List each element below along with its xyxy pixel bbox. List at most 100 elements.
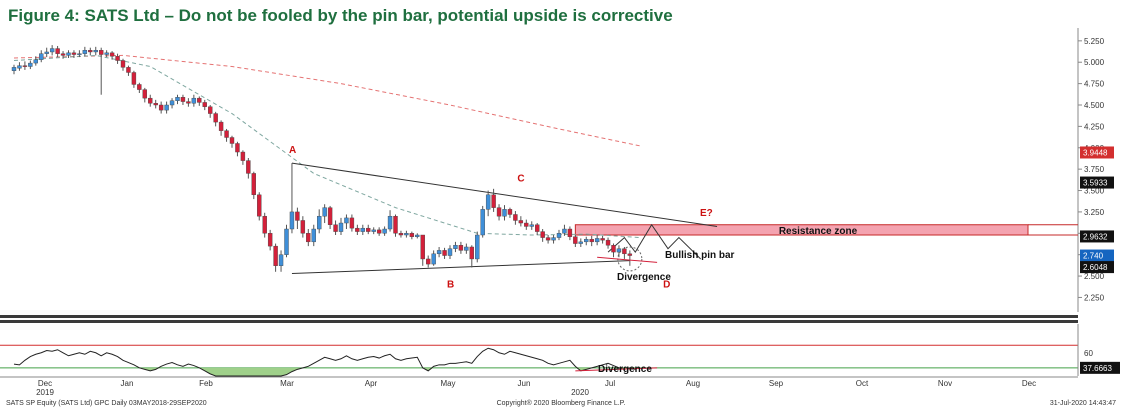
label-D: D bbox=[663, 280, 670, 291]
candle-body bbox=[627, 253, 633, 256]
candle-body bbox=[584, 239, 589, 243]
candle-body bbox=[153, 103, 158, 106]
candle-body bbox=[60, 53, 66, 56]
candle-body bbox=[442, 250, 447, 256]
price-tag bbox=[1080, 249, 1114, 262]
candle-body bbox=[545, 237, 551, 241]
candle-body bbox=[458, 245, 464, 251]
candle-body bbox=[507, 209, 513, 215]
candle-body bbox=[17, 65, 22, 69]
candle-body bbox=[289, 211, 295, 230]
candle-body bbox=[469, 246, 474, 260]
candle-body bbox=[485, 194, 491, 210]
candle-body bbox=[207, 106, 213, 114]
month-tick-label: Jun bbox=[518, 379, 531, 388]
footer-left: SATS SP Equity (SATS Ltd) GPC Daily 03MA… bbox=[6, 400, 207, 407]
moving-average-fast bbox=[13, 54, 641, 239]
candle-body bbox=[393, 215, 398, 234]
candle-body bbox=[562, 228, 567, 234]
candle-body bbox=[491, 194, 496, 208]
month-tick-label: Mar bbox=[280, 379, 294, 388]
label-C: C bbox=[517, 174, 524, 185]
label-E: E? bbox=[700, 208, 713, 219]
candle-body bbox=[11, 67, 17, 71]
month-tick-label: May bbox=[440, 379, 455, 388]
price-tick-label: 4.750 bbox=[1084, 80, 1105, 89]
candle-body bbox=[267, 233, 273, 247]
time-axis: Dec Jan Feb Mar Apr May Jun Jul Aug Sep Oct Nov Dec2… bbox=[0, 376, 1078, 397]
candle-body bbox=[355, 227, 360, 232]
candle-body bbox=[126, 67, 131, 73]
month-tick-label: Feb bbox=[199, 379, 213, 388]
candle-body bbox=[22, 65, 28, 67]
price-tag bbox=[1080, 176, 1114, 189]
candle-body bbox=[349, 217, 355, 229]
candle-body bbox=[622, 248, 627, 255]
price-tag-label: 2.740 bbox=[1083, 252, 1104, 261]
candle-body bbox=[360, 227, 365, 232]
candle-body bbox=[415, 234, 420, 237]
month-tick-label: Sep bbox=[769, 379, 784, 388]
candle-body bbox=[44, 51, 49, 54]
candle-body bbox=[371, 229, 376, 232]
price-tick-label: 4.250 bbox=[1084, 122, 1105, 131]
price-tag-label: 3.9448 bbox=[1083, 148, 1108, 157]
candle-body bbox=[616, 248, 622, 253]
candle-body bbox=[382, 228, 387, 234]
candle-body bbox=[77, 53, 82, 55]
candle-body bbox=[39, 53, 44, 60]
candle-body bbox=[109, 52, 115, 57]
candle-body bbox=[518, 220, 524, 224]
month-tick-label: Jul bbox=[605, 379, 615, 388]
candle-body bbox=[224, 130, 229, 138]
rsi-divergence-label: Divergence bbox=[598, 364, 652, 375]
price-tag bbox=[1080, 230, 1114, 243]
candle-body bbox=[426, 258, 431, 265]
rsi-oversold-fill bbox=[14, 367, 636, 376]
candle-body bbox=[175, 97, 180, 101]
candle-body bbox=[317, 215, 322, 230]
bullish-pin-bar-label: Bullish pin bar bbox=[665, 250, 735, 261]
candle-body bbox=[540, 231, 545, 238]
rsi-level-lines bbox=[0, 344, 1078, 369]
rsi-axis: 60 37.6663 bbox=[1077, 324, 1120, 376]
candle-body bbox=[262, 215, 267, 234]
price-tag-label: 2.9632 bbox=[1083, 232, 1108, 241]
candle-body bbox=[556, 233, 562, 238]
candle-body bbox=[202, 102, 207, 107]
candle-body bbox=[246, 160, 251, 174]
candle-body bbox=[115, 56, 120, 61]
candle-body bbox=[496, 207, 502, 217]
candle-body bbox=[98, 50, 104, 55]
candle-body bbox=[148, 97, 153, 104]
candle-body bbox=[524, 222, 529, 227]
candle-body bbox=[436, 250, 442, 255]
candle-body bbox=[137, 84, 142, 90]
price-tick-label: 3.500 bbox=[1084, 187, 1105, 196]
candle-body bbox=[551, 237, 556, 241]
candle-body bbox=[197, 97, 202, 103]
trendline bbox=[291, 162, 718, 227]
rsi-value-label: 37.6663 bbox=[1083, 364, 1112, 373]
price-tag-label: 3.5933 bbox=[1083, 179, 1108, 188]
rsi-value-tag bbox=[1080, 361, 1120, 374]
price-tick-label: 2.250 bbox=[1084, 293, 1105, 302]
price-tick-label: 3.750 bbox=[1084, 165, 1105, 174]
projected-path bbox=[607, 223, 702, 260]
candle-body bbox=[344, 217, 349, 224]
price-tick-label: 3.250 bbox=[1084, 208, 1105, 217]
resistance-zone-label: Resistance zone bbox=[779, 226, 858, 237]
price-divergence-label: Divergence bbox=[617, 272, 671, 283]
candle-body bbox=[338, 222, 344, 232]
candle-body bbox=[235, 143, 240, 153]
candle-body bbox=[535, 224, 540, 232]
label-A: A bbox=[289, 145, 296, 156]
price-tag-label: 2.6048 bbox=[1083, 263, 1108, 272]
candle-body bbox=[573, 236, 578, 244]
rsi-divergence-line bbox=[575, 367, 658, 372]
candle-body bbox=[311, 228, 316, 243]
rsi-line bbox=[13, 347, 636, 377]
candle-body bbox=[578, 241, 583, 244]
candle-body bbox=[186, 101, 191, 104]
